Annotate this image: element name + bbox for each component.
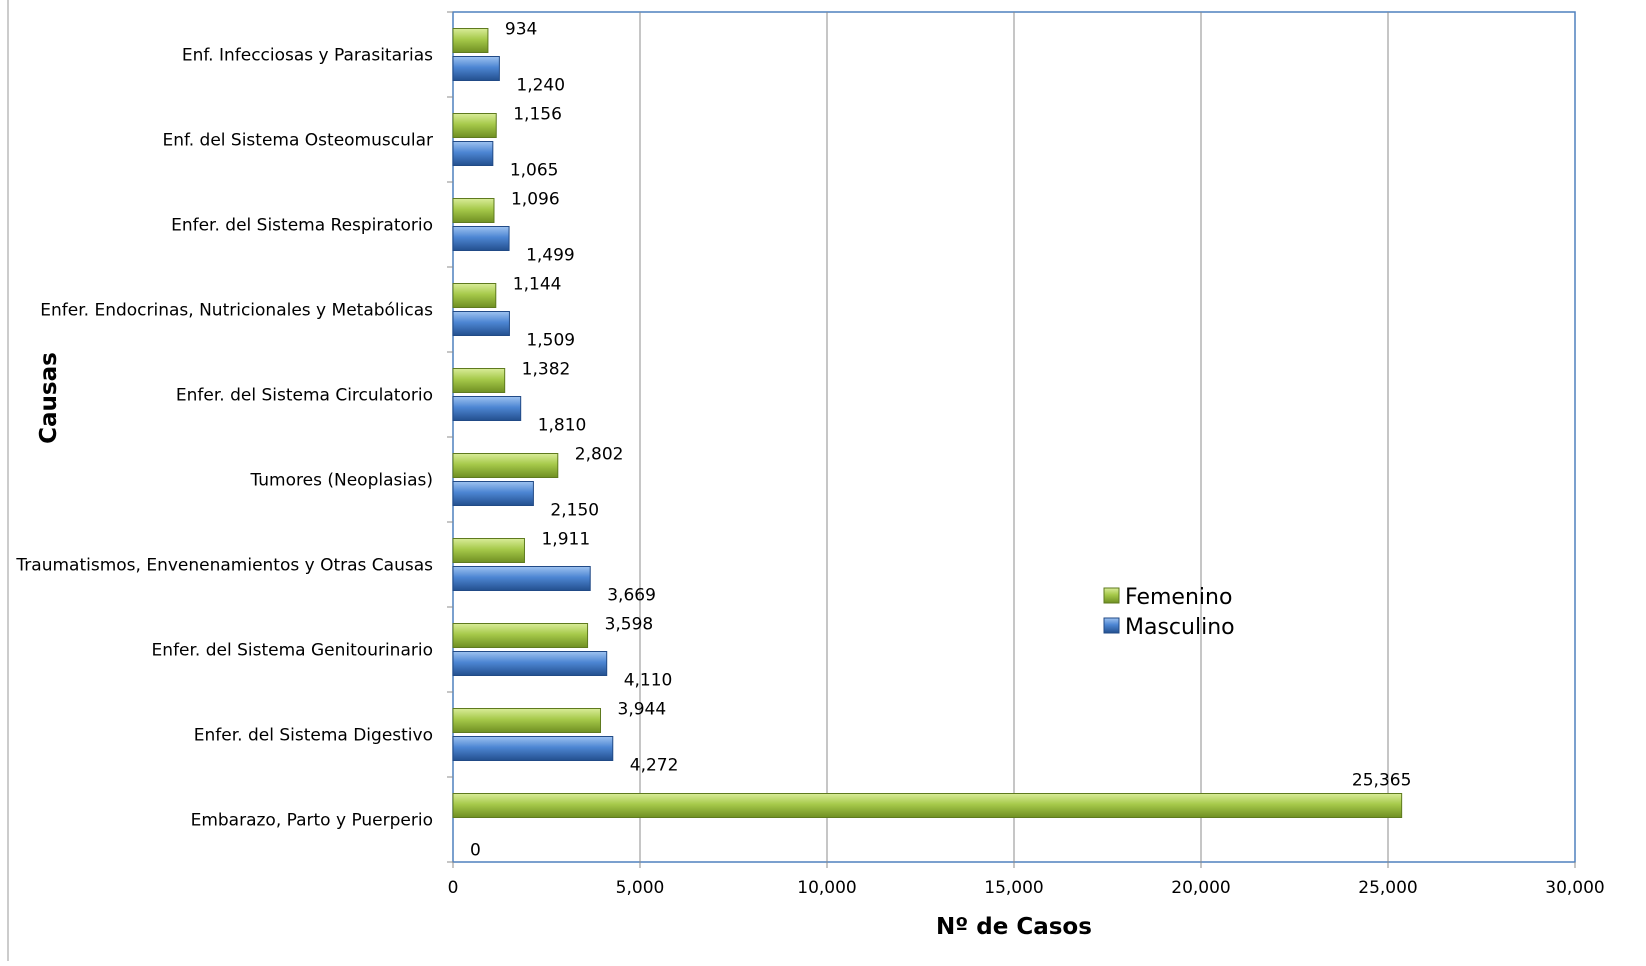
bar-masculino bbox=[452, 56, 500, 81]
data-label: 1,509 bbox=[526, 331, 575, 351]
bar-masculino bbox=[452, 566, 591, 591]
legend-swatch-femenino bbox=[1103, 587, 1120, 604]
data-label: 1,382 bbox=[522, 360, 571, 380]
bar-femenino bbox=[452, 113, 497, 138]
bar-masculino bbox=[452, 141, 494, 166]
data-label: 1,911 bbox=[541, 530, 590, 550]
category-label: Enf. Infecciosas y Parasitarias bbox=[182, 46, 433, 66]
x-tick-label: 30,000 bbox=[1545, 878, 1604, 898]
bar-masculino bbox=[452, 481, 534, 506]
x-tick-label: 5,000 bbox=[616, 878, 665, 898]
x-tick-label: 0 bbox=[448, 878, 459, 898]
data-label: 25,365 bbox=[1352, 771, 1411, 791]
data-label: 3,669 bbox=[607, 586, 656, 606]
data-label: 1,240 bbox=[516, 76, 565, 96]
y-axis-title: Causas bbox=[36, 352, 62, 444]
category-label: Enfer. del Sistema Genitourinario bbox=[152, 641, 433, 661]
bar-masculino bbox=[452, 226, 510, 251]
bar-masculino bbox=[452, 736, 614, 761]
data-label: 2,802 bbox=[575, 445, 624, 465]
bar-femenino bbox=[452, 538, 525, 563]
bar-femenino bbox=[452, 198, 495, 223]
bar-femenino bbox=[452, 623, 589, 648]
category-label: Embarazo, Parto y Puerperio bbox=[191, 811, 433, 831]
data-label: 1,065 bbox=[510, 161, 559, 181]
data-label: 4,110 bbox=[624, 671, 673, 691]
bar-masculino bbox=[452, 396, 522, 421]
category-label: Tumores (Neoplasias) bbox=[249, 471, 433, 491]
bar-masculino bbox=[452, 311, 510, 336]
data-label: 0 bbox=[470, 841, 481, 861]
category-label: Enfer. del Sistema Digestivo bbox=[194, 726, 433, 746]
bar-masculino bbox=[452, 651, 608, 676]
legend-swatch-masculino bbox=[1103, 617, 1120, 634]
category-label: Enfer. del Sistema Respiratorio bbox=[171, 216, 433, 236]
legend-label: Femenino bbox=[1125, 585, 1232, 610]
data-label: 1,096 bbox=[511, 190, 560, 210]
data-label: 4,272 bbox=[630, 756, 679, 776]
data-label: 1,156 bbox=[513, 105, 562, 125]
category-label: Traumatismos, Envenenamientos y Otras Ca… bbox=[15, 556, 433, 576]
data-label: 934 bbox=[505, 20, 537, 40]
x-axis-title: Nº de Casos bbox=[936, 914, 1092, 940]
data-label: 1,810 bbox=[538, 416, 587, 436]
category-label: Enfer. del Sistema Circulatorio bbox=[176, 386, 433, 406]
bar-femenino bbox=[452, 368, 506, 393]
data-label: 1,144 bbox=[513, 275, 562, 295]
legend-label: Masculino bbox=[1125, 615, 1235, 640]
bar-femenino bbox=[452, 283, 497, 308]
data-label: 2,150 bbox=[550, 501, 599, 521]
x-tick-label: 25,000 bbox=[1358, 878, 1417, 898]
data-label: 3,944 bbox=[618, 700, 667, 720]
x-tick-label: 20,000 bbox=[1171, 878, 1230, 898]
x-tick-label: 10,000 bbox=[797, 878, 856, 898]
bar-femenino bbox=[452, 28, 489, 53]
data-label: 3,598 bbox=[605, 615, 654, 635]
bar-femenino bbox=[452, 793, 1403, 818]
category-label: Enfer. Endocrinas, Nutricionales y Metab… bbox=[40, 301, 433, 321]
data-label: 1,499 bbox=[526, 246, 575, 266]
category-label: Enf. del Sistema Osteomuscular bbox=[162, 131, 433, 151]
x-tick-label: 15,000 bbox=[984, 878, 1043, 898]
bar-femenino bbox=[452, 453, 559, 478]
bar-femenino bbox=[452, 708, 602, 733]
